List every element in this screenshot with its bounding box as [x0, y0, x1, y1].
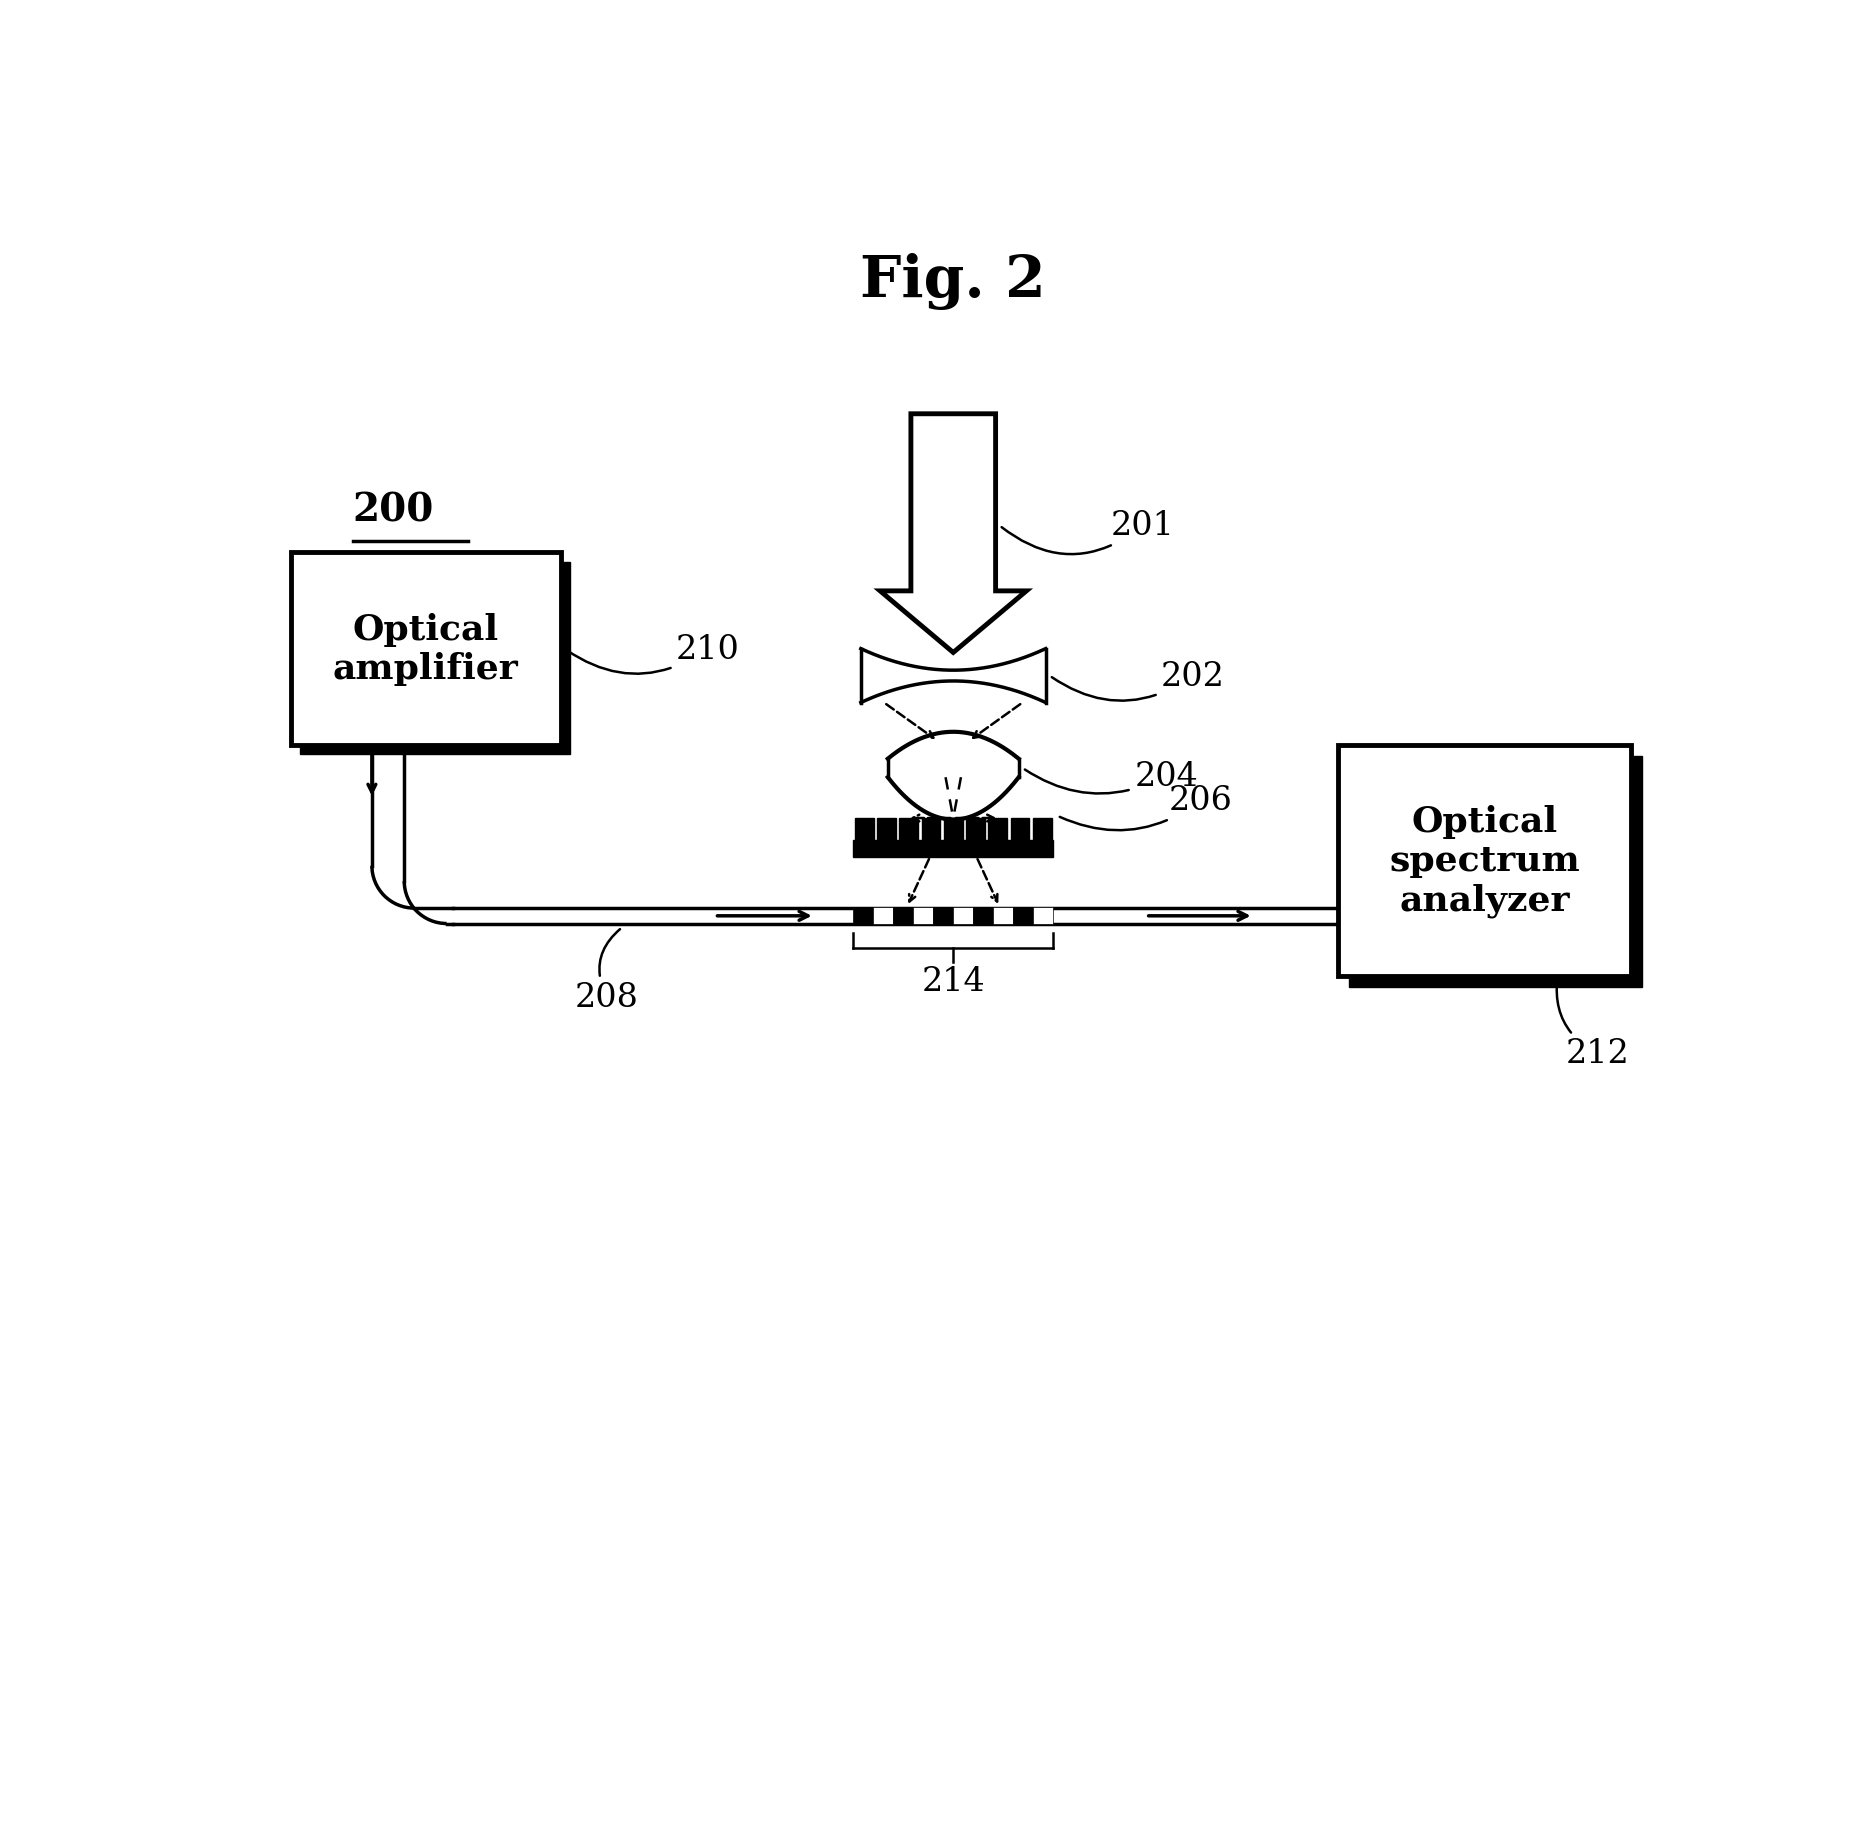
Text: 202: 202 — [1051, 660, 1226, 702]
Bar — [1032, 819, 1051, 841]
Text: 210: 210 — [567, 634, 740, 674]
Bar — [290, 553, 560, 746]
Bar — [993, 909, 1014, 925]
Bar — [913, 909, 934, 925]
Bar — [854, 909, 872, 925]
Bar — [965, 819, 984, 841]
Bar — [900, 819, 919, 841]
Bar — [872, 909, 893, 925]
Bar — [893, 909, 913, 925]
Text: Optical
amplifier: Optical amplifier — [333, 612, 519, 685]
Bar — [1034, 909, 1053, 925]
Bar — [988, 819, 1006, 841]
Bar — [856, 819, 874, 841]
Text: 204: 204 — [1025, 760, 1198, 793]
Bar — [1010, 819, 1029, 841]
Bar — [878, 819, 897, 841]
Text: 201: 201 — [1003, 509, 1176, 555]
Text: 208: 208 — [575, 929, 638, 1013]
Bar — [952, 909, 973, 925]
Bar — [1014, 909, 1034, 925]
Bar — [973, 909, 993, 925]
Bar — [943, 819, 963, 841]
Bar — [1348, 757, 1642, 987]
Text: 206: 206 — [1060, 784, 1233, 830]
Text: 214: 214 — [921, 965, 986, 998]
Text: Fig. 2: Fig. 2 — [861, 253, 1045, 310]
Text: 212: 212 — [1557, 978, 1629, 1070]
Bar — [1337, 746, 1631, 976]
Bar — [854, 841, 1053, 857]
Bar — [923, 819, 941, 841]
Bar — [934, 909, 952, 925]
Text: Optical
spectrum
analyzer: Optical spectrum analyzer — [1389, 804, 1579, 918]
Text: 200: 200 — [353, 491, 433, 529]
Bar — [299, 562, 569, 755]
